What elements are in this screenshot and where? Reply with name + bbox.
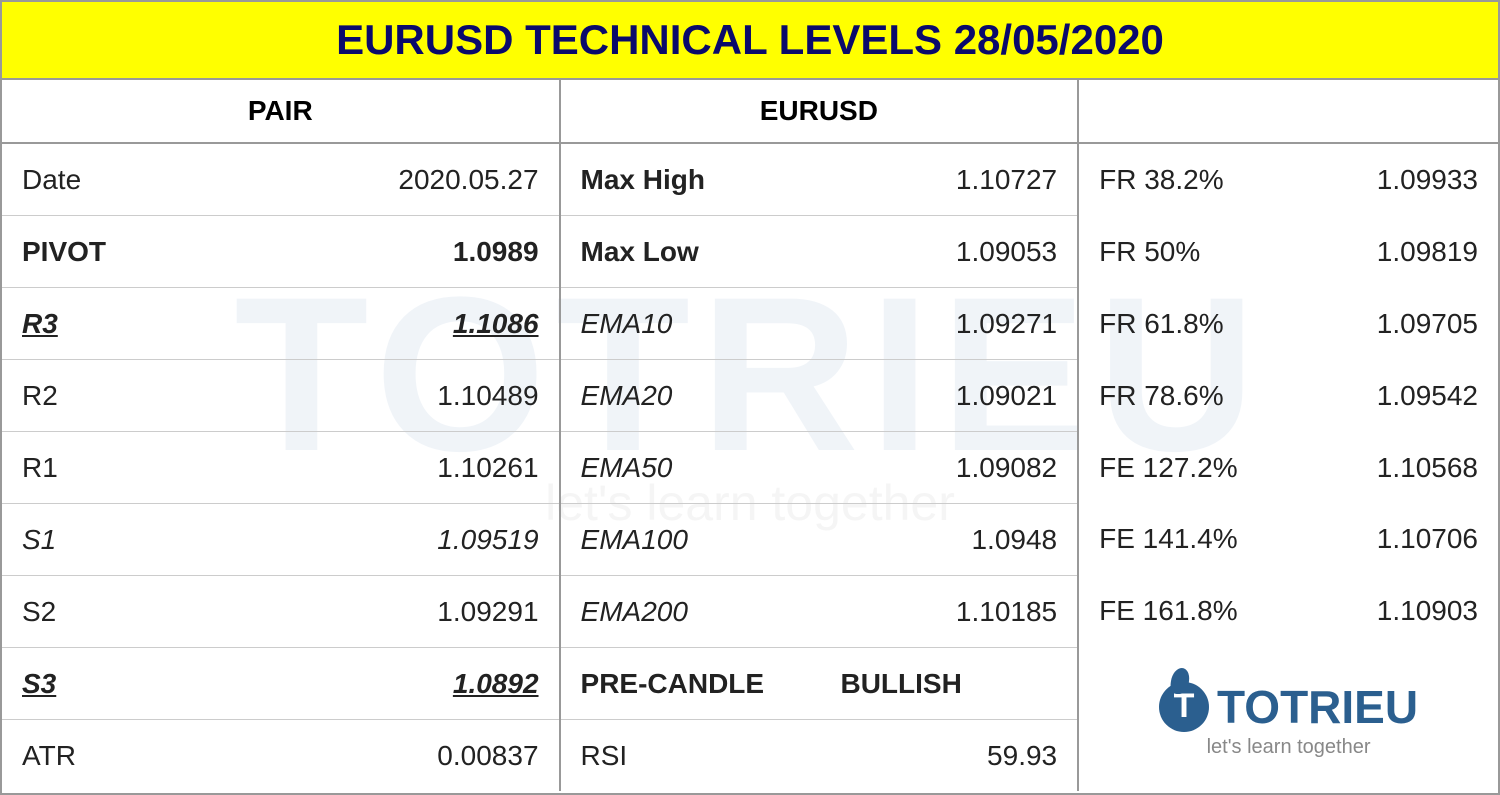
row-label: EMA50: [581, 452, 841, 484]
row-label: EMA10: [581, 308, 841, 340]
row-value: 1.10903: [1298, 595, 1478, 627]
table-row: ATR0.00837: [2, 720, 559, 791]
header-pair-value: EURUSD: [561, 95, 1078, 127]
row-label: R2: [22, 380, 359, 412]
flame-icon: [1169, 668, 1191, 694]
row-value: 1.1086: [359, 308, 539, 340]
table-row: PRE-CANDLEBULLISH: [561, 648, 1078, 720]
logo-tagline: let's learn together: [1207, 736, 1371, 759]
row-value: 0.00837: [359, 740, 539, 772]
row-label: FR 50%: [1099, 236, 1298, 268]
logo-icon: T: [1159, 682, 1209, 732]
table-row: S21.09291: [2, 576, 559, 648]
row-label: FR 78.6%: [1099, 380, 1298, 412]
row-value: 1.10568: [1298, 452, 1478, 484]
header-row: PAIR: [2, 80, 559, 144]
table-row: FE 127.2%1.10568: [1079, 432, 1498, 504]
table-row: R21.10489: [2, 360, 559, 432]
row-value: 1.09271: [840, 308, 1057, 340]
row-value: 1.0892: [359, 668, 539, 700]
col1-rows: Date2020.05.27PIVOT1.0989R31.1086R21.104…: [2, 144, 559, 791]
row-label: R3: [22, 308, 359, 340]
row-label: S3: [22, 668, 359, 700]
row-label: FE 141.4%: [1099, 523, 1298, 555]
row-label: S1: [22, 524, 359, 556]
table-row: S11.09519: [2, 504, 559, 576]
row-label: Max High: [581, 164, 841, 196]
logo-text: TOTRIEU: [1217, 680, 1418, 734]
table-row: FR 78.6%1.09542: [1079, 360, 1498, 432]
row-label: EMA20: [581, 380, 841, 412]
table-row: PIVOT1.0989: [2, 216, 559, 288]
row-label: FE 161.8%: [1099, 595, 1298, 627]
row-value: 1.09519: [359, 524, 539, 556]
table-row: Max High1.10727: [561, 144, 1078, 216]
column-fib: FR 38.2%1.09933FR 50%1.09819FR 61.8%1.09…: [1079, 80, 1498, 791]
row-value: 1.09053: [840, 236, 1057, 268]
row-label: Date: [22, 164, 359, 196]
table-row: S31.0892: [2, 648, 559, 720]
logo-box: T TOTRIEU let's learn together: [1079, 647, 1498, 791]
table-row: EMA1001.0948: [561, 504, 1078, 576]
table-row: FE 161.8%1.10903: [1079, 575, 1498, 647]
table-row: EMA101.09271: [561, 288, 1078, 360]
table-row: FR 38.2%1.09933: [1079, 144, 1498, 216]
row-label: EMA200: [581, 596, 841, 628]
row-value: 1.10261: [359, 452, 539, 484]
table-row: R11.10261: [2, 432, 559, 504]
row-value: 1.10706: [1298, 523, 1478, 555]
row-value: BULLISH: [840, 668, 1057, 700]
table-row: EMA501.09082: [561, 432, 1078, 504]
header-row-empty: [1079, 80, 1498, 144]
col2-rows: Max High1.10727Max Low1.09053EMA101.0927…: [561, 144, 1078, 791]
row-label: Max Low: [581, 236, 841, 268]
row-value: 1.09819: [1298, 236, 1478, 268]
row-value: 1.10727: [840, 164, 1057, 196]
table-body: PAIR Date2020.05.27PIVOT1.0989R31.1086R2…: [2, 80, 1498, 791]
row-label: ATR: [22, 740, 359, 772]
logo-main: T TOTRIEU: [1159, 680, 1418, 734]
row-label: RSI: [581, 740, 841, 772]
table-row: Max Low1.09053: [561, 216, 1078, 288]
row-value: 1.09542: [1298, 380, 1478, 412]
table-row: FE 141.4%1.10706: [1079, 503, 1498, 575]
row-value: 1.0948: [840, 524, 1057, 556]
table-row: Date2020.05.27: [2, 144, 559, 216]
row-label: PRE-CANDLE: [581, 668, 841, 700]
row-label: FR 61.8%: [1099, 308, 1298, 340]
header-row: EURUSD: [561, 80, 1078, 144]
table-container: EURUSD TECHNICAL LEVELS 28/05/2020 PAIR …: [0, 0, 1500, 795]
column-pair: PAIR Date2020.05.27PIVOT1.0989R31.1086R2…: [2, 80, 561, 791]
row-value: 1.0989: [359, 236, 539, 268]
title-bar: EURUSD TECHNICAL LEVELS 28/05/2020: [2, 2, 1498, 80]
row-label: EMA100: [581, 524, 841, 556]
row-value: 2020.05.27: [359, 164, 539, 196]
row-label: S2: [22, 596, 359, 628]
row-label: FE 127.2%: [1099, 452, 1298, 484]
row-value: 1.09291: [359, 596, 539, 628]
table-row: EMA2001.10185: [561, 576, 1078, 648]
row-label: PIVOT: [22, 236, 359, 268]
row-value: 1.09705: [1298, 308, 1478, 340]
row-value: 59.93: [840, 740, 1057, 772]
row-value: 1.09021: [840, 380, 1057, 412]
column-eurusd: EURUSD Max High1.10727Max Low1.09053EMA1…: [561, 80, 1080, 791]
row-value: 1.09082: [840, 452, 1057, 484]
row-value: 1.09933: [1298, 164, 1478, 196]
table-row: RSI59.93: [561, 720, 1078, 791]
row-value: 1.10185: [840, 596, 1057, 628]
row-value: 1.10489: [359, 380, 539, 412]
table-row: EMA201.09021: [561, 360, 1078, 432]
col3-rows: FR 38.2%1.09933FR 50%1.09819FR 61.8%1.09…: [1079, 144, 1498, 791]
row-label: R1: [22, 452, 359, 484]
table-row: FR 61.8%1.09705: [1079, 288, 1498, 360]
table-row: R31.1086: [2, 288, 559, 360]
row-label: FR 38.2%: [1099, 164, 1298, 196]
header-pair: PAIR: [2, 95, 559, 127]
table-row: FR 50%1.09819: [1079, 216, 1498, 288]
